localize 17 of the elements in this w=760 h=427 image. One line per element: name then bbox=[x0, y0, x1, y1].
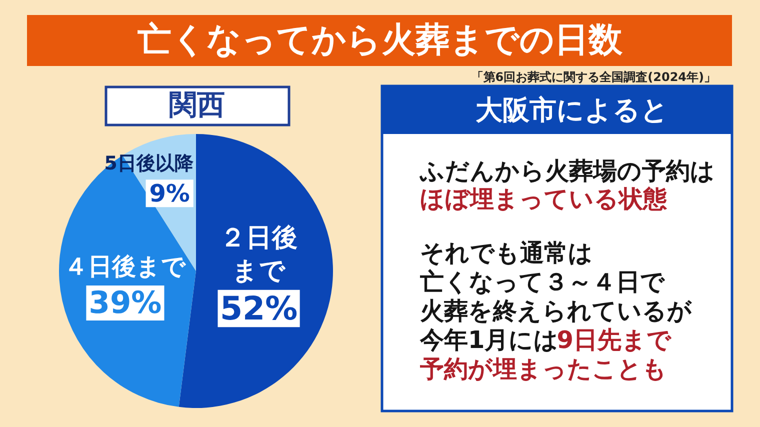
text: それでも通常は bbox=[420, 239, 593, 267]
data-label: 52% bbox=[220, 289, 298, 328]
slice-label: ２日後まで bbox=[220, 222, 298, 286]
chart-subtitle: 関西 bbox=[169, 88, 225, 121]
text: 亡くなって３～４日で bbox=[419, 268, 666, 296]
text: 「第6回お葬式に関する全国調査(2024年)」 bbox=[471, 70, 716, 84]
slice-label: ４日後まで bbox=[64, 252, 188, 280]
text: 火葬を終えられているが bbox=[419, 297, 692, 325]
text: 9日先まで bbox=[556, 326, 672, 354]
text: ふだんから火葬場の予約は bbox=[419, 157, 715, 185]
text: 今年1月には bbox=[419, 326, 559, 354]
data-label: 39% bbox=[88, 286, 162, 322]
text: ほぼ埋まっている状態 bbox=[420, 185, 668, 213]
chart-title: 亡くなってから火葬までの日数 bbox=[136, 20, 624, 60]
text: 大阪市によると bbox=[476, 95, 668, 126]
data-label: 9% bbox=[149, 179, 190, 208]
text: 予約が埋まったことも bbox=[419, 355, 667, 383]
